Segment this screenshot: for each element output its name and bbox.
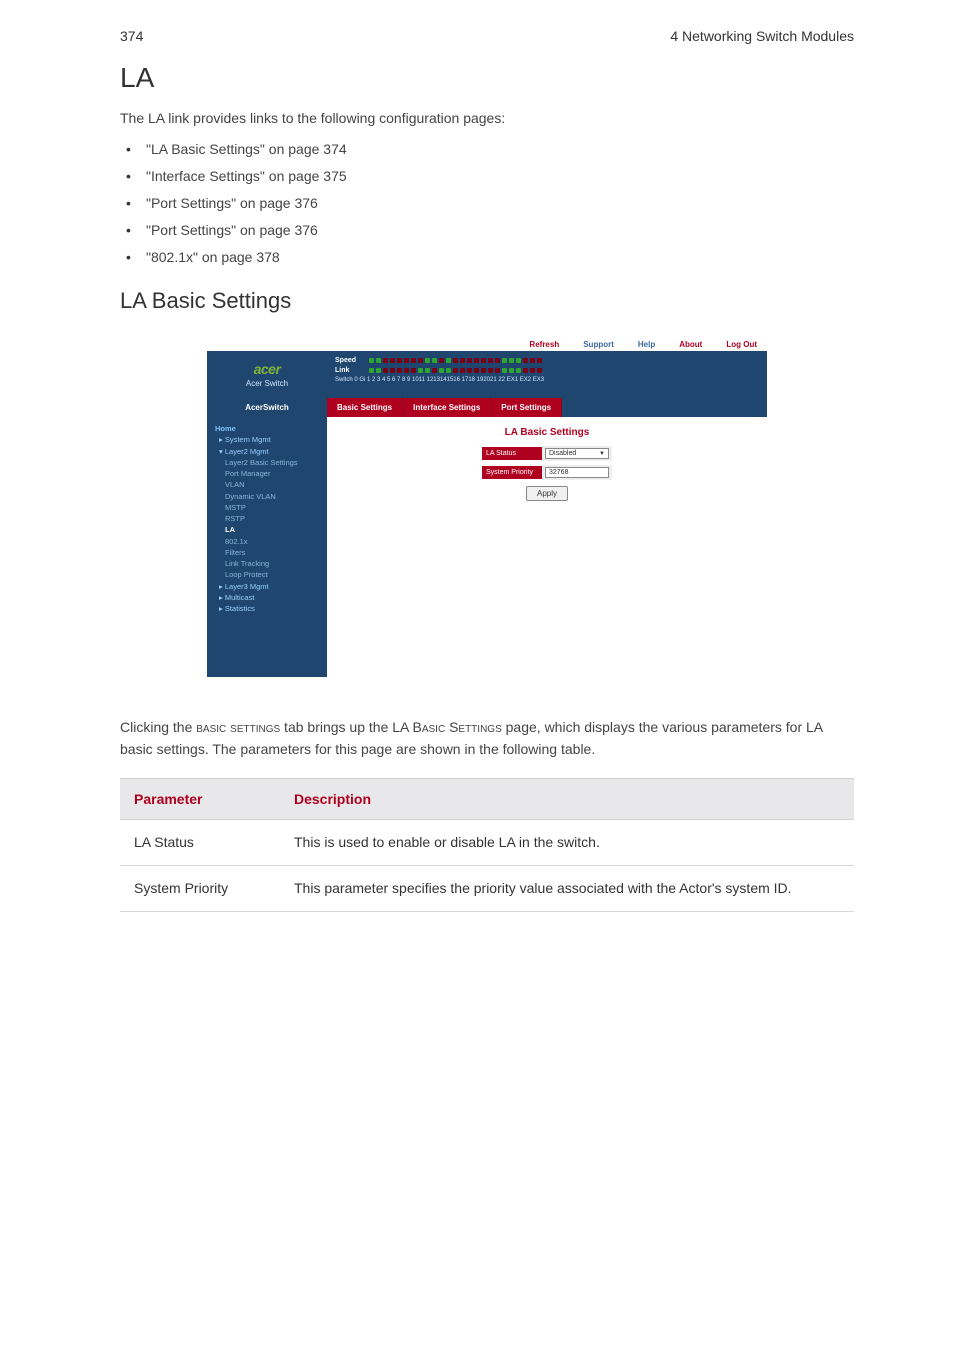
chevron-down-icon: ▼ [599,451,605,457]
sidebar-item[interactable]: LA [215,524,321,535]
sidebar-item[interactable]: Port Manager [215,468,321,479]
port-row-link: Link [335,367,759,374]
topbar-help[interactable]: Help [638,340,655,349]
cell-parameter: System Priority [120,866,280,912]
screenshot-body: Home▸ System Mgmt▾ Layer2 MgmtLayer2 Bas… [207,417,767,677]
cell-description: This parameter specifies the priority va… [280,866,854,912]
port-number-labels: Switch 0 Gi 1 2 3 4 5 6 7 8 9 1011 12131… [335,377,759,383]
brand-block: acer Acer Switch [207,351,327,398]
page-number: 374 [120,28,143,44]
bullet-item: "Port Settings" on page 376 [120,220,854,241]
sidebar-item[interactable]: ▸ Layer3 Mgmt [215,581,321,592]
tab-port-settings[interactable]: Port Settings [491,398,562,417]
sidebar-item[interactable]: Dynamic VLAN [215,491,321,502]
sidebar-item[interactable]: Loop Protect [215,569,321,580]
nav-title: AcerSwitch [207,398,327,417]
screenshot-topbar: Refresh Support Help About Log Out [207,338,767,351]
sidebar-item[interactable]: Filters [215,547,321,558]
form-row-priority: System Priority 32768 [482,465,612,480]
priority-input[interactable]: 32768 [545,467,609,478]
table-header-row: Parameter Description [120,779,854,820]
smallcaps-text: basic settings [196,719,280,735]
bullet-item: "Port Settings" on page 376 [120,193,854,214]
intro-text: The LA link provides links to the follow… [120,108,854,129]
bullet-item: "802.1x" on page 378 [120,247,854,268]
col-parameter: Parameter [120,779,280,820]
col-description: Description [280,779,854,820]
apply-button[interactable]: Apply [526,486,568,501]
status-label: LA Status [482,447,542,460]
sidebar-nav: Home▸ System Mgmt▾ Layer2 MgmtLayer2 Bas… [207,417,327,677]
tab-strip: Basic Settings Interface Settings Port S… [327,398,562,417]
brand-subtitle: Acer Switch [211,379,323,388]
status-value: Disabled [549,450,576,457]
smallcaps-text: Basic Settings [413,719,502,735]
port-row-speed: Speed [335,357,759,364]
acer-switch-ui: Refresh Support Help About Log Out acer … [207,338,767,677]
section-subtitle: LA Basic Settings [120,288,854,314]
port-dots [369,358,542,363]
bullet-list: "LA Basic Settings" on page 374 "Interfa… [120,139,854,268]
sidebar-item[interactable]: VLAN [215,479,321,490]
sidebar-item[interactable]: 802.1x [215,536,321,547]
port-row-label: Speed [335,357,363,364]
panel-title: LA Basic Settings [327,427,767,438]
page-header: 374 4 Networking Switch Modules [120,28,854,44]
bullet-item: "Interface Settings" on page 375 [120,166,854,187]
table-row: System Priority This parameter specifies… [120,866,854,912]
acer-logo: acer [211,361,323,377]
topbar-logout[interactable]: Log Out [726,340,757,349]
sidebar-item[interactable]: ▸ System Mgmt [215,434,321,445]
para-part: Clicking the [120,719,196,735]
port-dots [369,368,542,373]
sidebar-item[interactable]: RSTP [215,513,321,524]
sidebar-item[interactable]: Layer2 Basic Settings [215,457,321,468]
form-row-status: LA Status Disabled ▼ [482,446,612,461]
topbar-refresh[interactable]: Refresh [529,340,559,349]
tab-interface-settings[interactable]: Interface Settings [403,398,491,417]
sidebar-item[interactable]: MSTP [215,502,321,513]
sidebar-item[interactable]: ▸ Statistics [215,603,321,614]
page-title: LA [120,62,854,94]
screenshot-figure: Refresh Support Help About Log Out acer … [120,338,854,677]
table-row: LA Status This is used to enable or disa… [120,820,854,866]
sidebar-item[interactable]: Link Tracking [215,558,321,569]
la-form: LA Status Disabled ▼ System Priority 327… [482,446,612,501]
body-paragraph: Clicking the basic settings tab brings u… [120,717,854,760]
screenshot-header: acer Acer Switch Speed Link Switch 0 Gi … [207,351,767,398]
sidebar-item[interactable]: ▸ Multicast [215,592,321,603]
bullet-item: "LA Basic Settings" on page 374 [120,139,854,160]
status-select[interactable]: Disabled ▼ [545,448,609,459]
priority-label: System Priority [482,466,542,479]
topbar-about[interactable]: About [679,340,702,349]
parameters-table: Parameter Description LA Status This is … [120,778,854,912]
port-row-label: Link [335,367,363,374]
screenshot-navrow: AcerSwitch Basic Settings Interface Sett… [207,398,767,417]
tab-basic-settings[interactable]: Basic Settings [327,398,403,417]
main-panel: LA Basic Settings LA Status Disabled ▼ S… [327,417,767,677]
status-cell: Disabled ▼ [542,446,612,461]
para-part: tab brings up the LA [280,719,412,735]
priority-cell: 32768 [542,465,612,480]
cell-description: This is used to enable or disable LA in … [280,820,854,866]
port-status-panel: Speed Link Switch 0 Gi 1 2 3 4 5 6 7 8 9… [327,351,767,398]
sidebar-item[interactable]: ▾ Layer2 Mgmt [215,446,321,457]
chapter-title: 4 Networking Switch Modules [670,28,854,44]
cell-parameter: LA Status [120,820,280,866]
topbar-support[interactable]: Support [583,340,614,349]
sidebar-item[interactable]: Home [215,423,321,434]
apply-row: Apply [482,486,612,501]
